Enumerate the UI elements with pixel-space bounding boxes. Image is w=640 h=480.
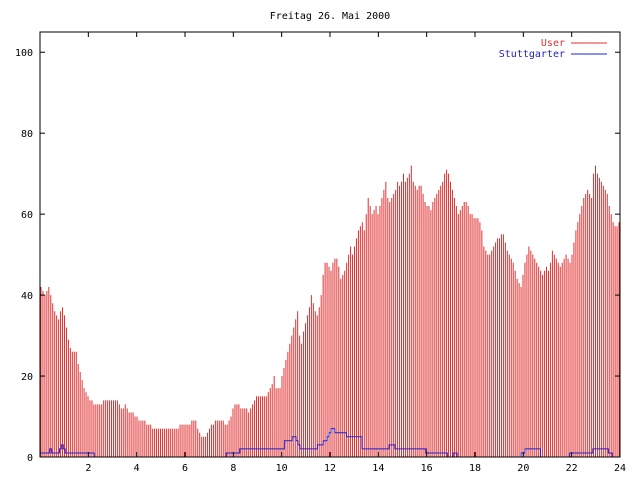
y-tick-label: 20: [21, 372, 33, 383]
y-tick-label: 80: [21, 129, 33, 140]
x-tick-label: 10: [276, 463, 288, 474]
chart-title: Freitag 26. Mai 2000: [270, 11, 390, 22]
legend-label-stuttgarter: Stuttgarter: [499, 49, 565, 60]
y-tick-label: 40: [21, 291, 33, 302]
x-tick-label: 20: [517, 463, 529, 474]
x-tick-label: 8: [230, 463, 236, 474]
x-tick-label: 24: [614, 463, 626, 474]
legend: User Stuttgarter: [499, 38, 607, 60]
x-tick-label: 22: [566, 463, 578, 474]
x-tick-label: 16: [421, 463, 433, 474]
x-tick-label: 6: [182, 463, 188, 474]
y-tick-label: 0: [27, 453, 33, 464]
y-tick-label: 60: [21, 210, 33, 221]
y-axis: 0 20 40 60 80 100: [15, 48, 620, 464]
x-tick-label: 2: [85, 463, 91, 474]
x-tick-label: 4: [134, 463, 140, 474]
x-tick-label: 14: [372, 463, 384, 474]
x-tick-label: 12: [324, 463, 336, 474]
y-tick-label: 100: [15, 48, 33, 59]
legend-label-user: User: [541, 38, 565, 49]
x-axis: 2 4 6 8 10 12 14 16 18 20 22 24: [85, 32, 626, 474]
x-tick-label: 18: [469, 463, 481, 474]
user-series-bars: [40, 165, 620, 457]
